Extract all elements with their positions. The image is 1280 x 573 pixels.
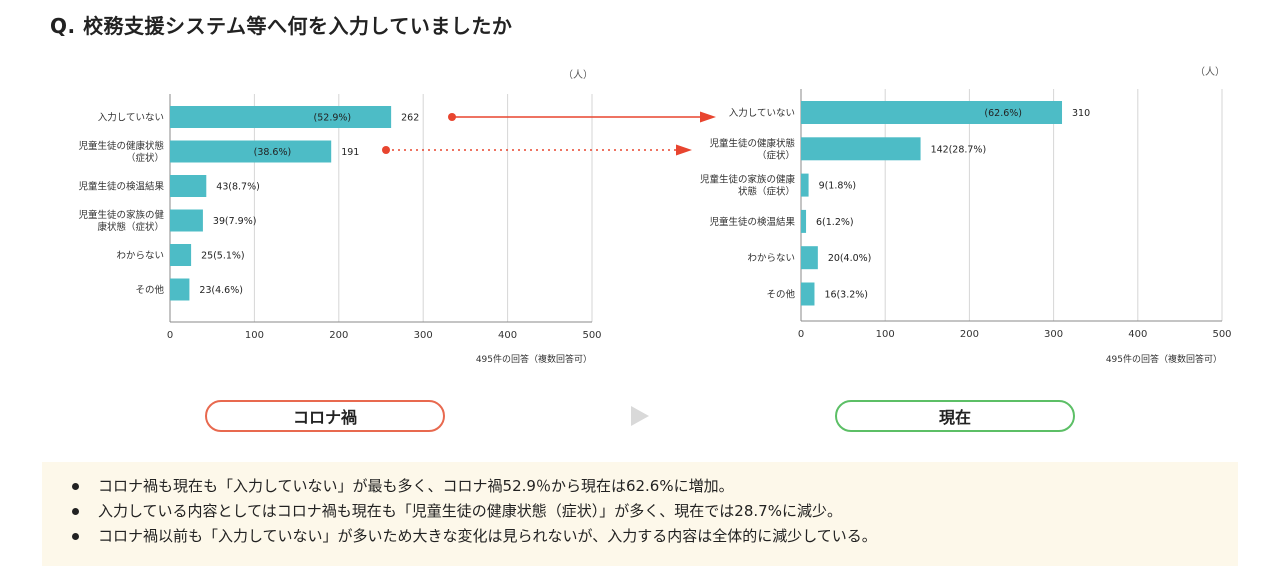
- percent-label: (28.7%): [949, 144, 987, 155]
- x-tick-label: 500: [582, 330, 601, 341]
- value-label: 43: [216, 182, 228, 193]
- summary-box: コロナ禍も現在も「入力していない」が最も多く、コロナ禍52.9％から現在は62.…: [42, 462, 1238, 566]
- value-label: 25: [201, 251, 213, 262]
- percent-label: (3.2%): [836, 290, 868, 301]
- respondent-note: 495件の回答（複数回答可）: [476, 353, 592, 365]
- percent-label: (4.0%): [840, 253, 872, 264]
- value-label: 20: [828, 253, 840, 264]
- bar: [801, 282, 815, 306]
- bar: [801, 101, 1063, 124]
- value-label: 191: [341, 147, 359, 158]
- question-title: Q. 校務支援システム等へ何を入力していましたか: [50, 14, 513, 38]
- summary-point: コロナ禍以前も「入力していない」が多いため大きな変化は見られないが、入力する内容…: [72, 524, 1238, 549]
- x-tick-label: 0: [167, 330, 173, 341]
- x-tick-label: 400: [498, 330, 517, 341]
- category-label: 児童生徒の家族の健: [78, 209, 164, 221]
- x-tick-label: 0: [798, 329, 804, 340]
- chart-current-period: 0 100 200 300 400 500 （人） 495件の回答（複数回答可） 入力していない…: [700, 66, 1232, 365]
- category-label: 児童生徒の家族の健康: [700, 174, 796, 186]
- bar: [170, 244, 192, 266]
- summary-point: 入力している内容としてはコロナ禍も現在も「児童生徒の健康状態（症状）」が多く、現…: [72, 499, 1238, 524]
- value-label: 6: [816, 217, 822, 228]
- x-tick-label: 300: [414, 330, 433, 341]
- category-label: わからない: [747, 253, 795, 264]
- bar: [801, 173, 809, 197]
- value-label: 39: [213, 216, 225, 227]
- category-label: その他: [766, 289, 795, 301]
- percent-label: (38.6%): [254, 147, 292, 158]
- x-tick-label: 500: [1212, 329, 1231, 340]
- category-label: 児童生徒の健康状態: [78, 140, 164, 152]
- category-label: 児童生徒の検温結果: [709, 216, 795, 228]
- unit-label: （人）: [563, 69, 593, 81]
- value-label: 262: [401, 113, 419, 124]
- bar: [170, 106, 392, 128]
- percent-label: (7.9%): [225, 216, 257, 227]
- percent-label: (5.1%): [213, 251, 245, 262]
- arrow-not-input: [448, 111, 716, 123]
- play-arrow-icon: [631, 406, 649, 426]
- bullet-icon: [72, 483, 79, 490]
- unit-label: （人）: [1195, 66, 1225, 78]
- x-tick-label: 200: [329, 330, 348, 341]
- x-tick-label: 300: [1044, 329, 1063, 340]
- bar: [801, 246, 818, 270]
- category-label: 入力していない: [98, 112, 164, 124]
- category-label: （症状）: [126, 152, 164, 164]
- bullet-icon: [72, 508, 79, 515]
- value-label: 23: [199, 285, 211, 296]
- bar: [170, 140, 332, 163]
- bar: [170, 209, 203, 232]
- category-label: 児童生徒の検温結果: [78, 181, 164, 193]
- x-tick-label: 100: [245, 330, 264, 341]
- bar: [170, 175, 207, 197]
- value-label: 16: [824, 290, 836, 301]
- bar: [801, 209, 807, 233]
- current-period-label: 現在: [835, 400, 1075, 432]
- percent-label: (4.6%): [211, 285, 243, 296]
- bar: [170, 278, 190, 301]
- category-label: 康状態（症状）: [97, 221, 164, 233]
- corona-period-label: コロナ禍: [205, 400, 445, 432]
- summary-point: コロナ禍も現在も「入力していない」が最も多く、コロナ禍52.9％から現在は62.…: [72, 474, 1238, 499]
- value-label: 310: [1072, 108, 1090, 119]
- percent-label: (62.6%): [984, 108, 1022, 119]
- x-tick-label: 200: [960, 329, 979, 340]
- category-label: その他: [135, 284, 164, 296]
- category-label: （症状）: [757, 149, 795, 161]
- value-label: 142: [931, 144, 949, 155]
- percent-label: (1.8%): [825, 181, 857, 192]
- percent-label: (1.2%): [822, 217, 854, 228]
- category-label: 状態（症状）: [738, 186, 795, 198]
- respondent-note: 495件の回答（複数回答可）: [1106, 353, 1222, 365]
- percent-label: (8.7%): [228, 182, 260, 193]
- percent-label: (52.9%): [314, 113, 352, 124]
- category-label: 児童生徒の健康状態: [709, 137, 795, 149]
- bullet-icon: [72, 533, 79, 540]
- x-tick-label: 100: [876, 329, 895, 340]
- arrow-health-status: [382, 144, 692, 156]
- bar: [801, 137, 921, 161]
- category-label: わからない: [116, 251, 164, 262]
- chart-corona-period: 0 100 200 300 400 500 （人） 495件の回答（複数回答可） 入力していない…: [78, 69, 601, 365]
- category-label: 入力していない: [729, 107, 795, 119]
- value-label: 9: [819, 181, 825, 192]
- x-tick-label: 400: [1128, 329, 1147, 340]
